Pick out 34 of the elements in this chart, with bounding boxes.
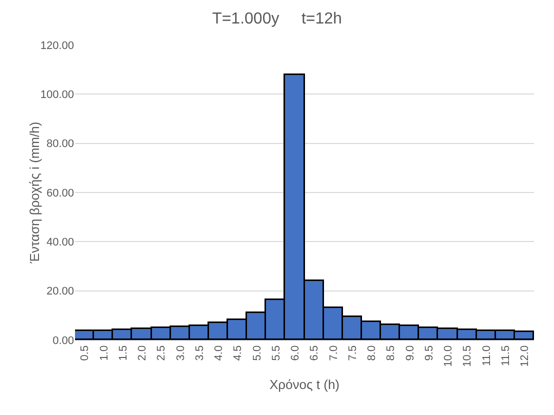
x-tick-label: 11.5 xyxy=(500,345,512,366)
x-tick-label: 5.0 xyxy=(251,345,264,361)
x-tick-label: 6.0 xyxy=(290,345,302,361)
x-tick-label: 9.5 xyxy=(423,345,436,361)
y-tick-label: 40.00 xyxy=(46,236,74,249)
x-tick-label: 8.0 xyxy=(366,345,378,361)
x-tick-label: 8.5 xyxy=(385,345,398,361)
x-tick-label: 6.5 xyxy=(308,345,321,361)
x-tick-label: 7.5 xyxy=(346,345,359,361)
x-tick-label: 10.0 xyxy=(442,345,455,367)
y-tick-label: 20.00 xyxy=(46,286,74,298)
y-tick-label: 80.00 xyxy=(46,138,74,150)
x-tick-label: 10.5 xyxy=(462,345,474,367)
y-axis-title: Ένταση βροχής i (mm/h) xyxy=(27,122,42,264)
x-tick-label: 1.0 xyxy=(98,345,110,361)
chart-title: T=1.000y t=12h xyxy=(212,10,342,28)
y-tick-label: 60.00 xyxy=(46,187,74,200)
y-tick-label: 0.00 xyxy=(52,334,74,347)
x-tick-label: 4.5 xyxy=(232,345,244,361)
x-tick-label: 3.0 xyxy=(174,345,187,361)
x-tick-label: 2.0 xyxy=(136,345,149,361)
x-axis-title: Χρόνος t (h) xyxy=(269,377,340,392)
x-tick-label: 11.0 xyxy=(480,345,493,366)
y-tick-label: 120.00 xyxy=(40,40,74,52)
x-tick-label: 5.5 xyxy=(270,345,282,361)
x-tick-label: 1.5 xyxy=(117,345,130,361)
y-tick-label: 100.00 xyxy=(40,89,74,102)
x-tick-label: 7.0 xyxy=(328,345,340,361)
x-tick-label: 9.0 xyxy=(404,345,416,361)
x-tick-label: 0.5 xyxy=(79,345,92,361)
x-tick-label: 4.0 xyxy=(213,345,226,361)
x-tick-label: 3.5 xyxy=(194,345,206,361)
x-tick-label: 12.0 xyxy=(519,345,532,367)
x-tick-label: 2.5 xyxy=(156,345,168,361)
